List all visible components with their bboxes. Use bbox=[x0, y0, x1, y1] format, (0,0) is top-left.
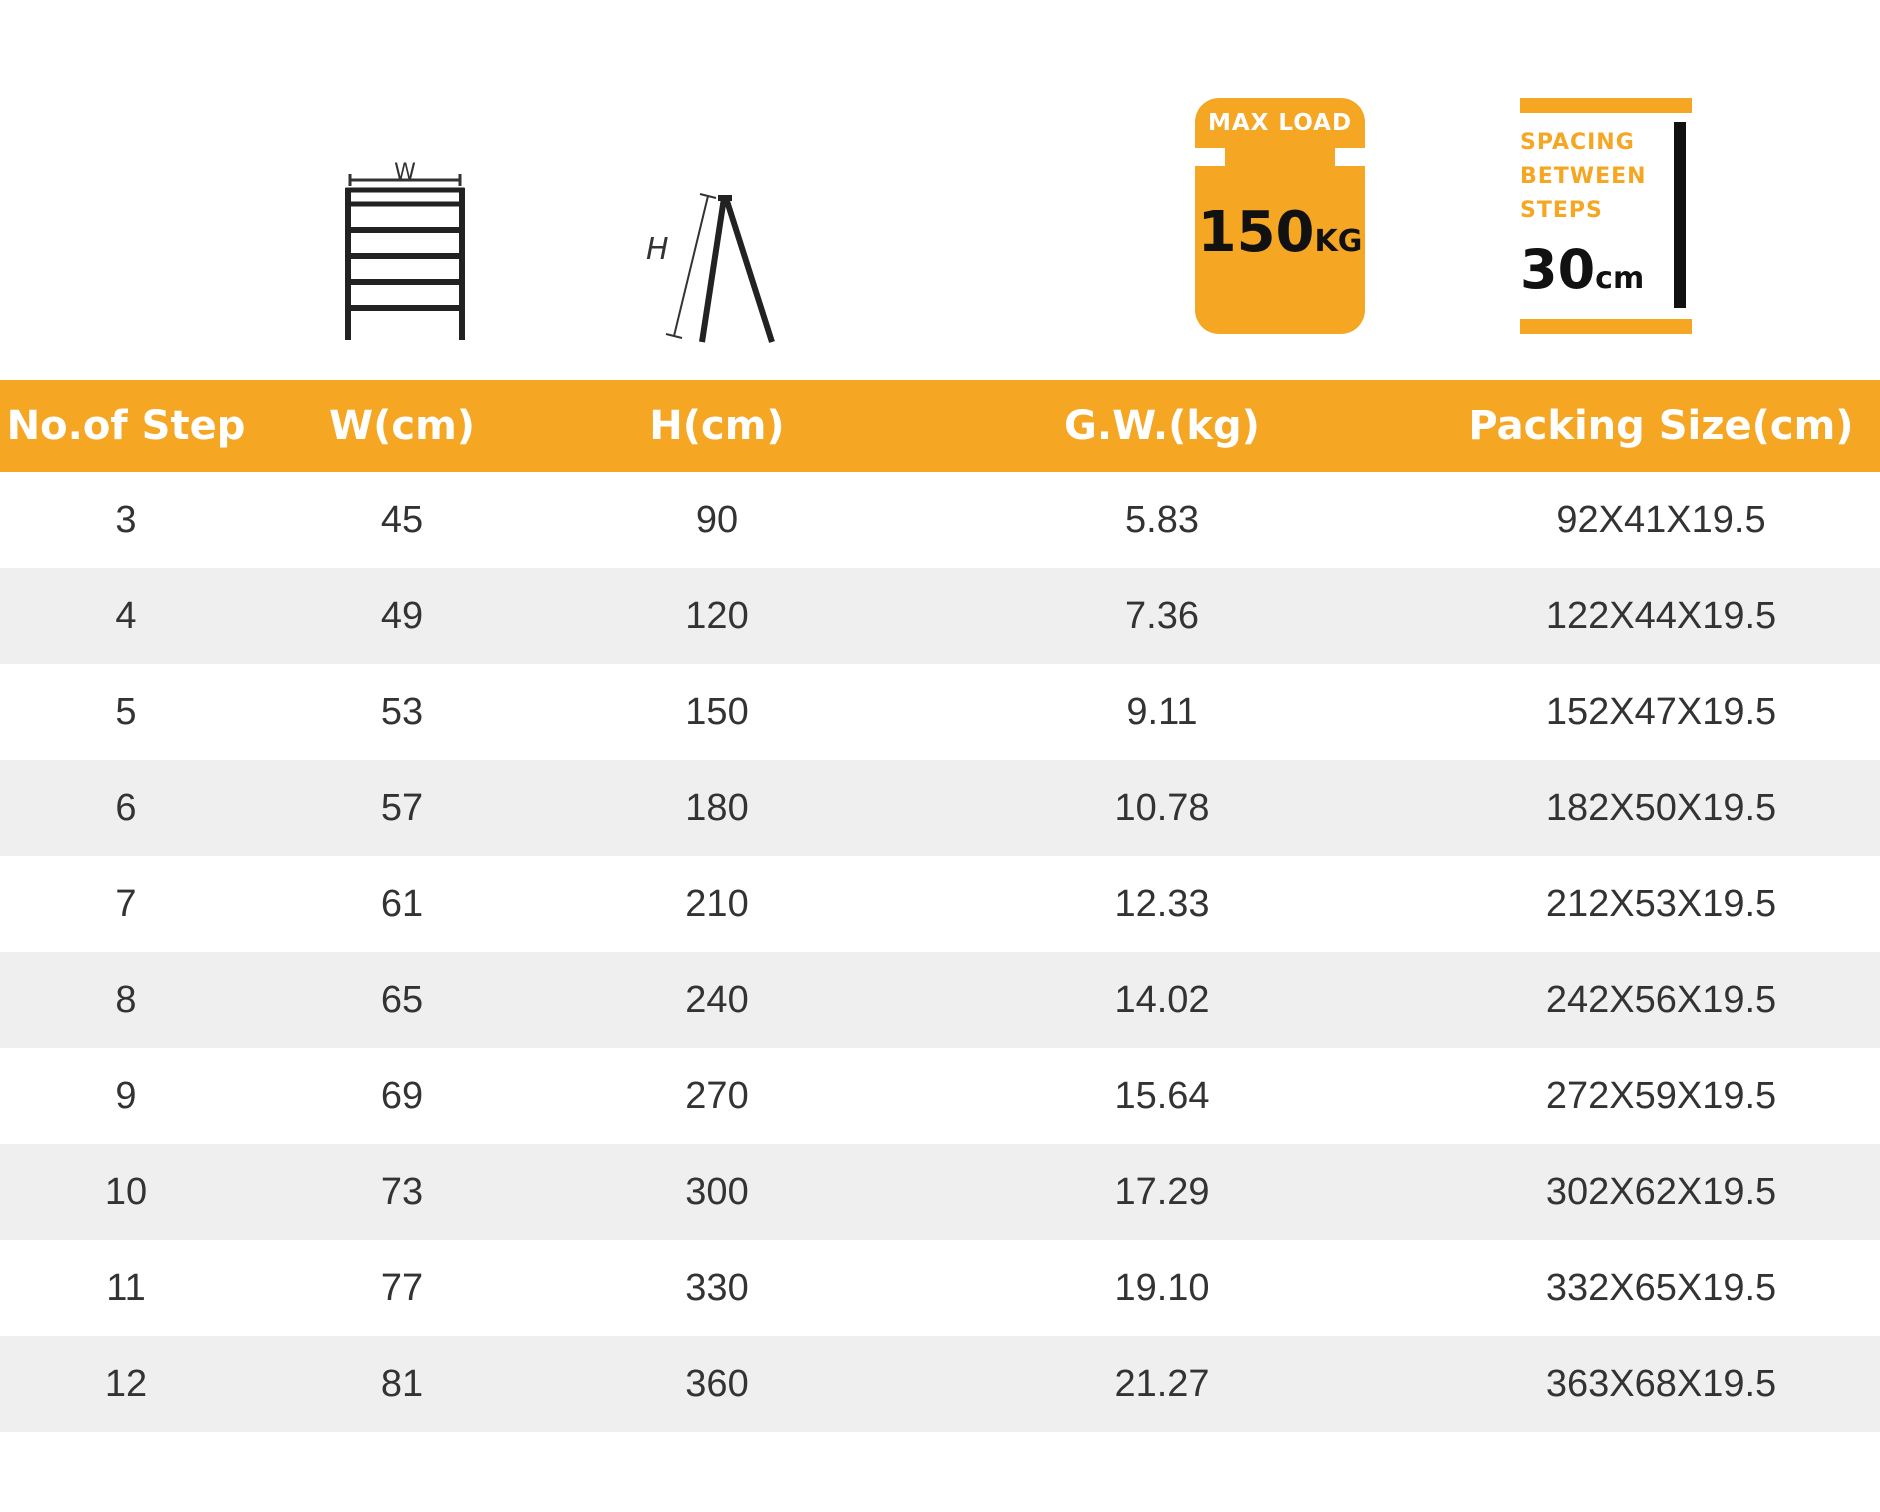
table-header: No.of Step W(cm) H(cm) G.W.(kg) Packing … bbox=[0, 380, 1880, 472]
cell-width: 69 bbox=[380, 1074, 424, 1117]
cell-packing-size: 182X50X19.5 bbox=[1545, 786, 1777, 829]
table-row: 4 49 120 7.36 122X44X19.5 bbox=[0, 568, 1880, 664]
ladder-front-icon bbox=[345, 174, 465, 340]
table-row: 7 61 210 12.33 212X53X19.5 bbox=[0, 856, 1880, 952]
cell-height: 330 bbox=[685, 1266, 749, 1309]
cell-width: 61 bbox=[380, 882, 424, 925]
cell-height: 300 bbox=[685, 1170, 749, 1213]
cell-steps: 9 bbox=[115, 1074, 137, 1117]
header-width: W(cm) bbox=[328, 403, 476, 449]
header-packing-size: Packing Size(cm) bbox=[1468, 403, 1854, 449]
table-body: 3 45 90 5.83 92X41X19.5 4 49 120 7.36 12… bbox=[0, 472, 1880, 1432]
cell-height: 240 bbox=[685, 978, 749, 1021]
cell-gross-weight: 17.29 bbox=[1114, 1170, 1210, 1213]
table-row: 5 53 150 9.11 152X47X19.5 bbox=[0, 664, 1880, 760]
cell-height: 90 bbox=[695, 498, 739, 541]
table-row: 11 77 330 19.10 332X65X19.5 bbox=[0, 1240, 1880, 1336]
cell-gross-weight: 14.02 bbox=[1114, 978, 1210, 1021]
step-spacing-badge: SPACING BETWEEN STEPS 30cm bbox=[1520, 98, 1692, 334]
cell-gross-weight: 9.11 bbox=[1126, 690, 1198, 733]
spacing-label-line2: BETWEEN bbox=[1520, 164, 1647, 189]
cell-gross-weight: 15.64 bbox=[1114, 1074, 1210, 1117]
cell-packing-size: 212X53X19.5 bbox=[1545, 882, 1777, 925]
max-load-number: 150 bbox=[1197, 200, 1315, 265]
ladder-side-icon bbox=[665, 193, 775, 343]
cell-steps: 11 bbox=[106, 1266, 146, 1309]
cell-steps: 6 bbox=[115, 786, 137, 829]
cell-packing-size: 242X56X19.5 bbox=[1545, 978, 1777, 1021]
spacing-label: SPACING BETWEEN STEPS bbox=[1520, 126, 1670, 228]
header-height: H(cm) bbox=[649, 403, 785, 449]
table-row: 3 45 90 5.83 92X41X19.5 bbox=[0, 472, 1880, 568]
table-row: 12 81 360 21.27 363X68X19.5 bbox=[0, 1336, 1880, 1432]
cell-packing-size: 363X68X19.5 bbox=[1545, 1362, 1777, 1405]
spacing-indicator-line bbox=[1674, 122, 1686, 308]
spec-table: No.of Step W(cm) H(cm) G.W.(kg) Packing … bbox=[0, 380, 1880, 1432]
table-row: 9 69 270 15.64 272X59X19.5 bbox=[0, 1048, 1880, 1144]
cell-width: 65 bbox=[380, 978, 424, 1021]
cell-width: 57 bbox=[380, 786, 424, 829]
table-row: 10 73 300 17.29 302X62X19.5 bbox=[0, 1144, 1880, 1240]
cell-gross-weight: 19.10 bbox=[1114, 1266, 1210, 1309]
cell-packing-size: 122X44X19.5 bbox=[1545, 594, 1777, 637]
ladder-height-icon: H bbox=[640, 190, 790, 350]
spacing-label-line3: STEPS bbox=[1520, 198, 1603, 223]
cell-packing-size: 92X41X19.5 bbox=[1556, 498, 1766, 541]
table-row: 6 57 180 10.78 182X50X19.5 bbox=[0, 760, 1880, 856]
width-letter: W bbox=[394, 160, 416, 185]
spacing-unit: cm bbox=[1595, 261, 1645, 296]
cell-height: 210 bbox=[685, 882, 749, 925]
cell-width: 49 bbox=[380, 594, 424, 637]
cell-gross-weight: 21.27 bbox=[1114, 1362, 1210, 1405]
max-load-unit: KG bbox=[1314, 224, 1363, 259]
cell-width: 81 bbox=[380, 1362, 424, 1405]
cell-steps: 4 bbox=[115, 594, 137, 637]
cell-width: 45 bbox=[380, 498, 424, 541]
cell-height: 360 bbox=[685, 1362, 749, 1405]
cell-gross-weight: 12.33 bbox=[1114, 882, 1210, 925]
cell-steps: 7 bbox=[115, 882, 137, 925]
header-no-of-step: No.of Step bbox=[6, 403, 246, 449]
cell-height: 120 bbox=[685, 594, 749, 637]
cell-steps: 5 bbox=[115, 690, 137, 733]
cell-width: 73 bbox=[380, 1170, 424, 1213]
max-load-title: MAX LOAD bbox=[1207, 110, 1353, 136]
spacing-value: 30cm bbox=[1520, 238, 1644, 301]
cell-height: 150 bbox=[685, 690, 749, 733]
header-gross-weight: G.W.(kg) bbox=[1064, 403, 1260, 449]
cell-steps: 3 bbox=[115, 498, 137, 541]
cell-width: 77 bbox=[380, 1266, 424, 1309]
max-load-badge: MAX LOAD 150KG bbox=[1195, 98, 1365, 334]
cell-packing-size: 302X62X19.5 bbox=[1545, 1170, 1777, 1213]
cell-width: 53 bbox=[380, 690, 424, 733]
spacing-number: 30 bbox=[1520, 238, 1596, 301]
cell-packing-size: 332X65X19.5 bbox=[1545, 1266, 1777, 1309]
cell-gross-weight: 10.78 bbox=[1114, 786, 1210, 829]
ladder-width-icon: W bbox=[340, 160, 470, 345]
cell-height: 180 bbox=[685, 786, 749, 829]
cell-gross-weight: 7.36 bbox=[1125, 594, 1199, 637]
cell-packing-size: 272X59X19.5 bbox=[1545, 1074, 1777, 1117]
table-row: 8 65 240 14.02 242X56X19.5 bbox=[0, 952, 1880, 1048]
cell-steps: 12 bbox=[104, 1362, 148, 1405]
cell-steps: 8 bbox=[115, 978, 137, 1021]
height-letter: H bbox=[646, 232, 669, 267]
cell-gross-weight: 5.83 bbox=[1125, 498, 1199, 541]
spacing-label-line1: SPACING bbox=[1520, 130, 1635, 155]
cell-steps: 10 bbox=[104, 1170, 148, 1213]
cell-packing-size: 152X47X19.5 bbox=[1545, 690, 1777, 733]
cell-height: 270 bbox=[685, 1074, 749, 1117]
max-load-value: 150KG bbox=[1195, 200, 1365, 265]
